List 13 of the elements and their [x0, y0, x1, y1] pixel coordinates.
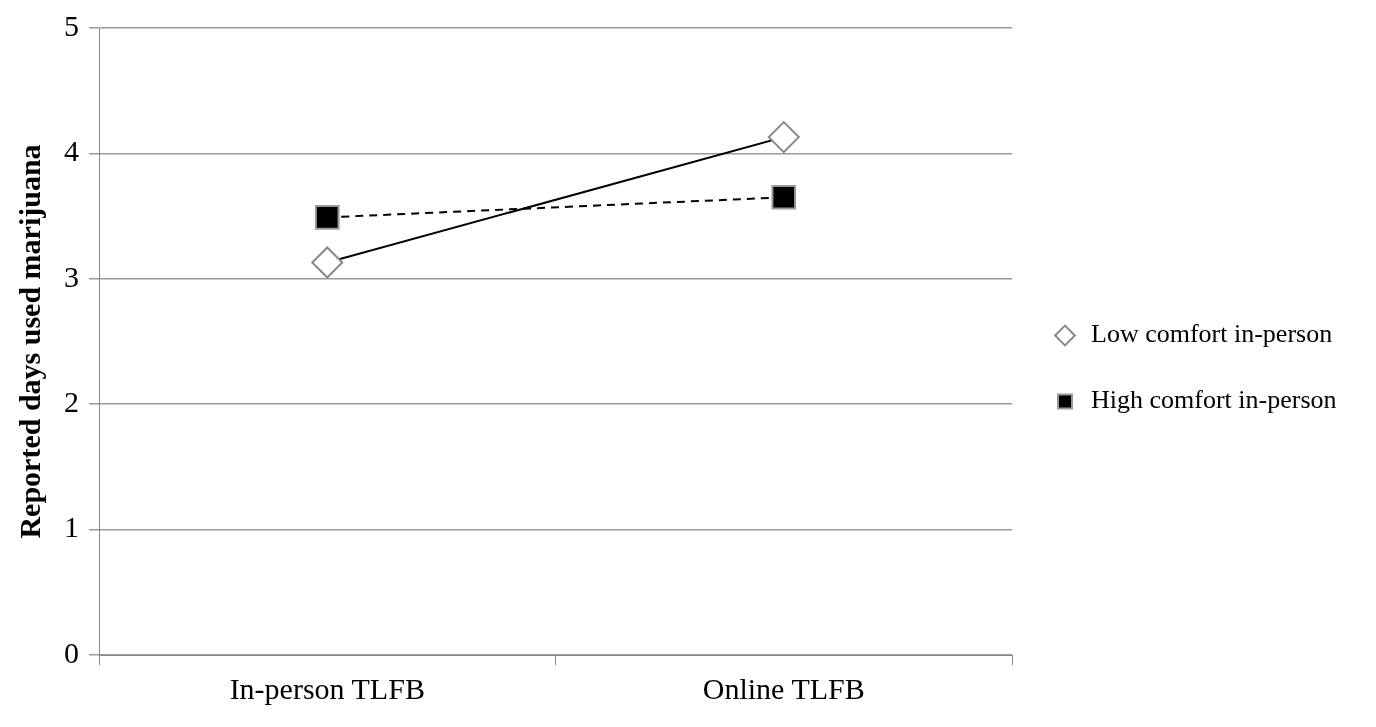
y-tick-label: 4: [64, 134, 79, 168]
x-tick-label: Online TLFB: [702, 671, 865, 705]
y-tick-label: 5: [64, 8, 79, 42]
y-tick-label: 1: [64, 510, 79, 544]
y-tick-label: 3: [64, 259, 79, 293]
y-tick-label: 2: [64, 385, 79, 419]
y-axis-title: Reported days used marijuana: [12, 144, 46, 539]
point: [771, 184, 797, 210]
point: [314, 205, 340, 230]
x-tick-label: In-person TLFB: [229, 671, 425, 705]
y-tick-label: 0: [64, 635, 79, 669]
legend-label: Low comfort in-person: [1091, 319, 1333, 349]
legend-label: High comfort in-person: [1091, 385, 1337, 415]
